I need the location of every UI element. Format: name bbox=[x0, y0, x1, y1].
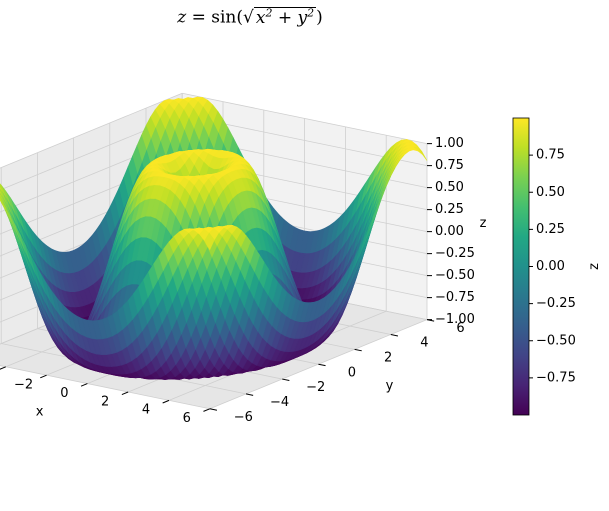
title-open: ( bbox=[236, 7, 244, 28]
colorbar-tick-label: 0.50 bbox=[536, 185, 565, 200]
z-tick-label: 0.75 bbox=[435, 158, 464, 173]
title-lhs: z bbox=[177, 7, 187, 28]
surface-facet bbox=[204, 232, 215, 251]
y-tick bbox=[245, 393, 254, 396]
z-tick-label: 1.00 bbox=[435, 136, 464, 151]
x-tick-label: 4 bbox=[142, 403, 150, 418]
y-tick bbox=[354, 348, 362, 352]
x-tick-label: 6 bbox=[183, 411, 191, 426]
surface-plot bbox=[0, 96, 428, 380]
y-tick bbox=[282, 378, 290, 382]
z-tick-label: 0.50 bbox=[435, 180, 464, 195]
z-tick-label: −0.25 bbox=[435, 246, 475, 261]
x-tick bbox=[203, 408, 210, 412]
x-tick bbox=[80, 383, 88, 387]
x-tick bbox=[121, 391, 129, 396]
z-tick-label: −0.75 bbox=[435, 290, 475, 305]
title-radicand: x2 + y2 bbox=[253, 6, 317, 28]
z-tick-label: 0.00 bbox=[435, 224, 464, 239]
x-tick-label: −2 bbox=[14, 377, 33, 392]
colorbar-tick-label: 0.00 bbox=[536, 259, 565, 274]
title-func: sin bbox=[211, 7, 237, 28]
y-axis-label: y bbox=[386, 378, 394, 393]
colorbar-label: z bbox=[587, 263, 602, 270]
y-tick-label: 4 bbox=[420, 336, 428, 351]
title-exp1: 2 bbox=[265, 6, 273, 19]
x-tick-label: 2 bbox=[101, 394, 109, 409]
y-tick-label: 0 bbox=[348, 365, 356, 380]
y-tick bbox=[318, 363, 326, 367]
x-tick bbox=[40, 374, 47, 379]
y-tick-label: −4 bbox=[270, 395, 289, 410]
x-tick-label: 0 bbox=[60, 386, 68, 401]
title-base2: y bbox=[297, 7, 308, 28]
colorbar: −0.75 −0.50 −0.25 0.00 0.25 0.50 0.75 z bbox=[512, 117, 602, 416]
z-tick-label: 0.25 bbox=[435, 202, 464, 217]
grid-back-z bbox=[182, 92, 428, 145]
z-tick-label: −1.00 bbox=[435, 312, 475, 327]
y-tick-label: −2 bbox=[306, 380, 325, 395]
colorbar-gradient bbox=[512, 117, 530, 416]
grid-left-z bbox=[0, 92, 183, 169]
y-tick bbox=[209, 408, 218, 411]
colorbar-tick-label: −0.75 bbox=[536, 370, 576, 385]
x-tick bbox=[162, 399, 170, 404]
y-tick-label: −6 bbox=[234, 410, 253, 425]
colorbar-tick-label: 0.75 bbox=[536, 148, 565, 163]
title-eq: = bbox=[191, 7, 206, 28]
x-axis-label: x bbox=[36, 404, 44, 419]
axes-ticks: −6−4−20246x−6−4−20246y−1.00−0.75−0.50−0.… bbox=[0, 136, 487, 426]
title-close: ) bbox=[316, 7, 323, 28]
z-axis-label: z bbox=[480, 216, 487, 231]
colorbar-tick-label: 0.25 bbox=[536, 222, 565, 237]
title-exp2: 2 bbox=[307, 6, 315, 19]
x-tick bbox=[0, 366, 6, 370]
y-tick bbox=[390, 333, 399, 337]
z-tick-label: −0.50 bbox=[435, 268, 475, 283]
title-radical: √ bbox=[243, 7, 254, 28]
title-plus: + bbox=[277, 7, 293, 28]
y-tick-label: 2 bbox=[384, 351, 392, 366]
chart-title: z = sin(√ x2 + y2) bbox=[0, 6, 500, 28]
y-tick-label: 6 bbox=[456, 321, 464, 336]
colorbar-tick-label: −0.50 bbox=[536, 333, 576, 348]
colorbar-tick-label: −0.25 bbox=[536, 296, 576, 311]
title-base1: x bbox=[255, 7, 266, 28]
